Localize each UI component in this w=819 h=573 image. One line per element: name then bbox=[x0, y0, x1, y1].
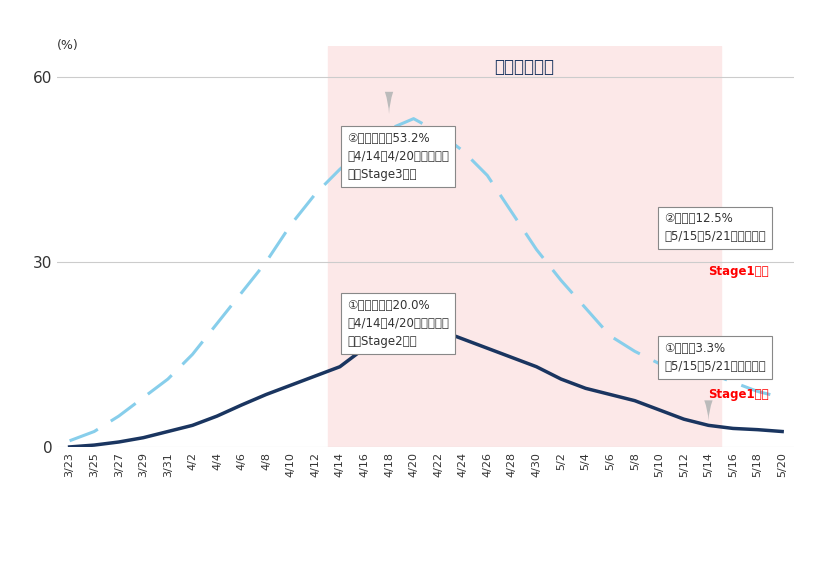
②病床稼働率（県内・1週間平均） bbox=[556, 277, 566, 284]
①重症病床稼働率（県内・1週間平均） bbox=[777, 428, 787, 435]
①重症病床稼働率（県内・1週間平均） bbox=[89, 442, 99, 449]
②病床稼働率（県内・1週間平均） bbox=[777, 394, 787, 401]
Text: ②現状：12.5%
（5/15～5/21の平均値）: ②現状：12.5% （5/15～5/21の平均値） bbox=[664, 213, 766, 244]
②病床稼働率（県内・1週間平均） bbox=[532, 246, 541, 253]
①重症病床稼働率（県内・1週間平均） bbox=[65, 444, 75, 450]
②病床稼働率（県内・1週間平均） bbox=[310, 190, 320, 197]
①重症病床稼働率（県内・1週間平均） bbox=[433, 326, 443, 333]
②病床稼働率（県内・1週間平均） bbox=[138, 394, 148, 401]
①重症病床稼働率（県内・1週間平均） bbox=[310, 372, 320, 379]
①重症病床稼働率（県内・1週間平均） bbox=[753, 426, 762, 433]
Text: ①ピーク時：20.0%
（4/14～4/20の平均値）
　　Stage2相当: ①ピーク時：20.0% （4/14～4/20の平均値） Stage2相当 bbox=[347, 299, 449, 348]
②病床稼働率（県内・1週間平均） bbox=[433, 129, 443, 136]
②病床稼働率（県内・1週間平均） bbox=[630, 348, 640, 355]
②病床稼働率（県内・1週間平均） bbox=[360, 144, 369, 151]
Text: ①現状：3.3%
（5/15～5/21の平均値）: ①現状：3.3% （5/15～5/21の平均値） bbox=[664, 342, 766, 373]
②病床稼働率（県内・1週間平均） bbox=[704, 370, 713, 376]
②病床稼働率（県内・1週間平均） bbox=[482, 172, 492, 179]
②病床稼働率（県内・1週間平均） bbox=[188, 351, 197, 358]
①重症病床稼働率（県内・1週間平均） bbox=[581, 385, 590, 392]
Text: Stage1相当: Stage1相当 bbox=[708, 265, 769, 278]
②病床稼働率（県内・1週間平均） bbox=[753, 388, 762, 395]
①重症病床稼働率（県内・1週間平均） bbox=[237, 402, 247, 409]
②病床稼働率（県内・1週間平均） bbox=[409, 115, 419, 122]
①重症病床稼働率（県内・1週間平均） bbox=[261, 391, 271, 398]
②病床稼働率（県内・1週間平均） bbox=[679, 366, 689, 373]
Text: ②ピーク時：53.2%
（4/14～4/20の平均値）
　　Stage3相当: ②ピーク時：53.2% （4/14～4/20の平均値） Stage3相当 bbox=[347, 132, 449, 181]
②病床稼働率（県内・1週間平均） bbox=[65, 437, 75, 444]
②病床稼働率（県内・1週間平均） bbox=[335, 166, 345, 172]
①重症病床稼働率（県内・1週間平均） bbox=[163, 428, 173, 435]
Text: 緊急事態宣言: 緊急事態宣言 bbox=[494, 58, 554, 76]
②病床稼働率（県内・1週間平均） bbox=[384, 125, 394, 132]
①重症病床稼働率（県内・1週間平均） bbox=[679, 416, 689, 423]
①重症病床稼働率（県内・1週間平均） bbox=[630, 397, 640, 404]
Bar bbox=[328, 46, 721, 447]
②病床稼働率（県内・1週間平均） bbox=[654, 360, 664, 367]
②病床稼働率（県内・1週間平均） bbox=[728, 379, 738, 386]
②病床稼働率（県内・1週間平均） bbox=[89, 428, 99, 435]
①重症病床稼働率（県内・1週間平均） bbox=[212, 413, 222, 419]
①重症病床稼働率（県内・1週間平均） bbox=[728, 425, 738, 432]
Text: (%): (%) bbox=[57, 39, 79, 52]
①重症病床稼働率（県内・1週間平均） bbox=[532, 363, 541, 370]
②病床稼働率（県内・1週間平均） bbox=[286, 221, 296, 228]
Line: ②病床稼働率（県内・1週間平均）: ②病床稼働率（県内・1週間平均） bbox=[70, 119, 782, 441]
①重症病床稼働率（県内・1週間平均） bbox=[605, 391, 615, 398]
②病床稼働率（県内・1週間平均） bbox=[605, 332, 615, 339]
②病床稼働率（県内・1週間平均） bbox=[507, 209, 517, 216]
①重症病床稼働率（県内・1週間平均） bbox=[507, 354, 517, 361]
①重症病床稼働率（県内・1週間平均） bbox=[138, 434, 148, 441]
①重症病床稼働率（県内・1週間平均） bbox=[704, 422, 713, 429]
①重症病床稼働率（県内・1週間平均） bbox=[556, 376, 566, 383]
①重症病床稼働率（県内・1週間平均） bbox=[482, 345, 492, 352]
②病床稼働率（県内・1週間平均） bbox=[114, 413, 124, 419]
①重症病床稼働率（県内・1週間平均） bbox=[188, 422, 197, 429]
①重症病床稼働率（県内・1週間平均） bbox=[360, 345, 369, 352]
①重症病床稼働率（県内・1週間平均） bbox=[458, 336, 468, 343]
②病床稼働率（県内・1週間平均） bbox=[261, 258, 271, 265]
Legend: ①重症病床稼働率（県内・1週間平均）, ②病床稼働率（県内・1週間平均）: ①重症病床稼働率（県内・1週間平均）, ②病床稼働率（県内・1週間平均） bbox=[223, 570, 629, 573]
②病床稼働率（県内・1週間平均） bbox=[458, 147, 468, 154]
①重症病床稼働率（県内・1週間平均） bbox=[409, 320, 419, 327]
②病床稼働率（県内・1週間平均） bbox=[163, 376, 173, 383]
②病床稼働率（県内・1週間平均） bbox=[212, 320, 222, 327]
①重症病床稼働率（県内・1週間平均） bbox=[286, 382, 296, 388]
Text: Stage1相当: Stage1相当 bbox=[708, 388, 769, 401]
①重症病床稼働率（県内・1週間平均） bbox=[384, 329, 394, 336]
②病床稼働率（県内・1週間平均） bbox=[581, 305, 590, 312]
①重症病床稼働率（県内・1週間平均） bbox=[114, 438, 124, 445]
②病床稼働率（県内・1週間平均） bbox=[237, 289, 247, 296]
①重症病床稼働率（県内・1週間平均） bbox=[654, 406, 664, 413]
①重症病床稼働率（県内・1週間平均） bbox=[335, 363, 345, 370]
Line: ①重症病床稼働率（県内・1週間平均）: ①重症病床稼働率（県内・1週間平均） bbox=[70, 324, 782, 447]
